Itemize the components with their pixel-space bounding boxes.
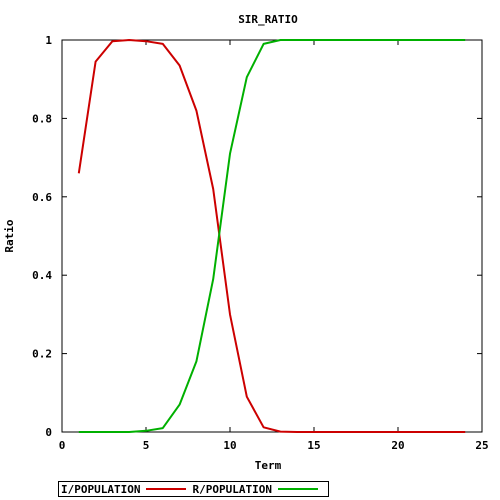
legend-swatch-r — [277, 488, 318, 490]
x-tick-label: 15 — [307, 439, 320, 452]
chart-title: SIR_RATIO — [238, 13, 298, 26]
legend-item-i: I/POPULATION — [61, 482, 187, 496]
x-tick-label: 20 — [391, 439, 404, 452]
legend-label-i: I/POPULATION — [61, 482, 141, 496]
y-tick-label: 0.2 — [32, 348, 52, 361]
legend-label-r: R/POPULATION — [192, 482, 272, 496]
y-tick-label: 0.8 — [32, 112, 52, 125]
plot-frame — [61, 39, 483, 433]
x-tick-label: 25 — [475, 439, 488, 452]
legend: I/POPULATION R/POPULATION — [58, 481, 329, 497]
legend-item-r: R/POPULATION — [192, 482, 318, 496]
y-axis-label: Ratio — [3, 219, 16, 252]
y-tick-label: 0.6 — [32, 191, 52, 204]
y-tick-label: 1 — [45, 34, 52, 47]
x-axis-label: Term — [255, 459, 282, 472]
x-tick-label: 5 — [143, 439, 150, 452]
series-line-i-population — [77, 39, 466, 433]
series-line-r-population — [78, 39, 466, 433]
x-tick-label: 0 — [59, 439, 66, 452]
series-layer — [77, 39, 466, 433]
axes: 0 5 10 15 20 25 0 0.2 0.4 0.6 0.8 1 — [32, 34, 489, 452]
y-tick-label: 0 — [45, 426, 52, 439]
legend-swatch-i — [146, 488, 187, 490]
y-tick-label: 0.4 — [32, 269, 52, 282]
x-tick-label: 10 — [223, 439, 236, 452]
